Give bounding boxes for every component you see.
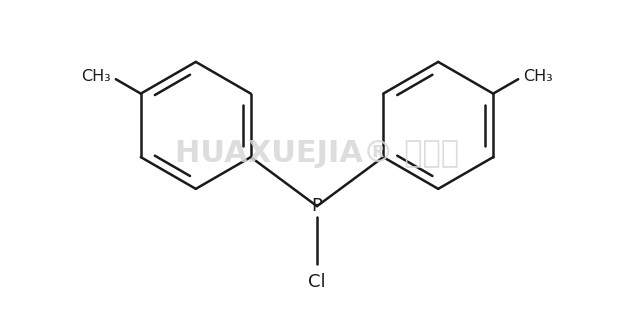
Text: HUAXUEJIA® 化学加: HUAXUEJIA® 化学加 bbox=[175, 139, 459, 168]
Text: CH₃: CH₃ bbox=[81, 69, 111, 84]
Text: CH₃: CH₃ bbox=[523, 69, 553, 84]
Text: P: P bbox=[311, 197, 323, 215]
Text: Cl: Cl bbox=[308, 273, 326, 291]
